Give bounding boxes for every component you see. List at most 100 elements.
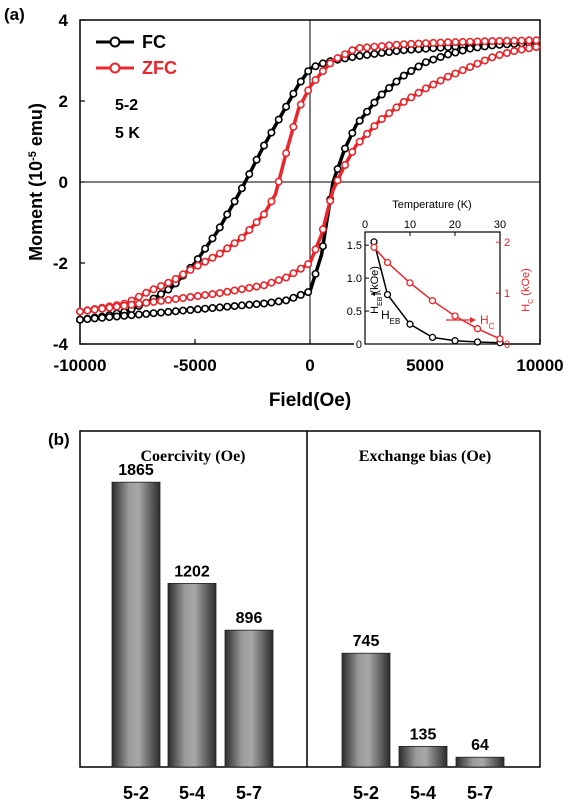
zfc-point xyxy=(215,249,224,258)
fc-point xyxy=(252,300,261,309)
fc-point xyxy=(333,165,342,174)
fc-point xyxy=(252,155,261,164)
zfc-point xyxy=(259,281,268,290)
bar-value-label: 64 xyxy=(471,737,489,754)
zfc-point xyxy=(414,39,423,48)
y-tick-labels: 4 2 0 -2 -4 xyxy=(53,11,85,354)
zfc-point xyxy=(414,88,423,97)
legend-item-zfc: ZFC xyxy=(96,58,177,78)
legend-label-zfc: ZFC xyxy=(142,58,177,78)
zfc-point xyxy=(179,293,188,302)
fc-point xyxy=(186,305,195,314)
zfc-point xyxy=(134,299,143,308)
zfc-point xyxy=(421,39,430,48)
fc-point xyxy=(245,170,254,179)
zfc-point xyxy=(142,298,151,307)
zfc-point xyxy=(157,296,166,305)
inset-right-axis-label: HC (kOe) xyxy=(520,268,535,312)
zfc-point xyxy=(90,305,99,314)
fc-point xyxy=(399,71,408,80)
y-tick-label: -2 xyxy=(53,254,68,273)
zfc-point xyxy=(333,176,342,185)
fc-point xyxy=(201,244,210,253)
fc-point xyxy=(157,308,166,317)
zfc-point xyxy=(164,278,173,287)
fc-point xyxy=(193,305,202,314)
x-tick-label: -10000 xyxy=(54,356,107,375)
zfc-point xyxy=(517,36,526,45)
bar-value-label: 745 xyxy=(353,633,380,650)
zfc-point xyxy=(282,149,291,158)
zfc-point xyxy=(377,115,386,124)
inset-heb-point xyxy=(473,338,482,346)
zfc-point xyxy=(326,59,335,68)
group-title-exchange-bias: Exchange bias (Oe) xyxy=(359,448,491,465)
fc-point xyxy=(230,302,239,311)
x-tick-label: 5000 xyxy=(406,356,444,375)
zfc-point xyxy=(223,244,232,253)
inset-series xyxy=(370,238,504,347)
inset-left-tick-label: 1.5 xyxy=(347,240,362,252)
fc-point xyxy=(318,59,327,68)
zfc-point xyxy=(237,285,246,294)
zfc-point xyxy=(502,36,511,45)
fc-point xyxy=(171,307,180,316)
zfc-point xyxy=(458,66,467,75)
zfc-point xyxy=(348,148,357,157)
hysteresis-chart: (a) 420-2-4 -10000 -5000 0 5000 10000 Moment… xyxy=(4,5,564,411)
fc-point xyxy=(127,311,136,320)
zfc-point xyxy=(179,270,188,279)
inset-left-tick-label: 0.5 xyxy=(347,306,362,318)
inset-x-tick-label: 20 xyxy=(449,219,461,231)
zfc-point xyxy=(318,67,327,76)
fc-point xyxy=(179,306,188,315)
zfc-point xyxy=(436,76,445,85)
inset-right-tick-label: 2 xyxy=(504,237,510,249)
fc-point xyxy=(348,53,357,62)
zfc-point xyxy=(480,37,489,46)
zfc-point xyxy=(473,59,482,68)
zfc-point xyxy=(164,295,173,304)
zfc-point xyxy=(451,38,460,47)
zfc-point xyxy=(510,36,519,45)
zfc-point xyxy=(83,306,92,315)
fc-point xyxy=(259,141,268,150)
fc-point xyxy=(274,297,283,306)
bar-exchange-bias-5-7 xyxy=(455,756,505,768)
fc-point xyxy=(223,302,232,311)
zfc-point xyxy=(245,283,254,292)
zfc-point xyxy=(171,274,180,283)
fc-point xyxy=(259,299,268,308)
zfc-point xyxy=(532,42,541,51)
fc-point xyxy=(76,315,85,324)
zfc-point xyxy=(157,282,166,291)
category-label: 5-4 xyxy=(410,783,436,803)
fc-point xyxy=(370,98,379,107)
bar-value-label: 135 xyxy=(410,726,437,743)
zfc-point xyxy=(201,291,210,300)
fc-point xyxy=(392,77,401,86)
fc-point xyxy=(267,128,276,137)
zfc-point xyxy=(392,40,401,49)
fc-point xyxy=(377,48,386,57)
zfc-point xyxy=(245,226,254,235)
fc-point xyxy=(304,67,313,76)
zfc-point xyxy=(274,276,283,285)
fc-point xyxy=(407,67,416,76)
zfc-point xyxy=(429,38,438,47)
fc-point xyxy=(134,310,143,319)
y-tick-label: 4 xyxy=(59,11,69,30)
fc-point xyxy=(348,129,357,138)
zfc-point xyxy=(436,38,445,47)
zfc-point xyxy=(98,304,107,313)
zfc-point xyxy=(362,43,371,52)
zfc-point xyxy=(296,100,305,109)
inset-heb-point xyxy=(383,290,392,299)
zfc-point xyxy=(186,265,195,274)
fc-point xyxy=(289,89,298,98)
inset-left-tick-labels: 1.5 1.0 0.5 0 xyxy=(347,240,369,351)
zfc-point xyxy=(532,36,541,45)
temperature-annotation: 5 K xyxy=(115,125,140,142)
category-label: 5-7 xyxy=(236,783,262,803)
fc-point xyxy=(215,303,224,312)
